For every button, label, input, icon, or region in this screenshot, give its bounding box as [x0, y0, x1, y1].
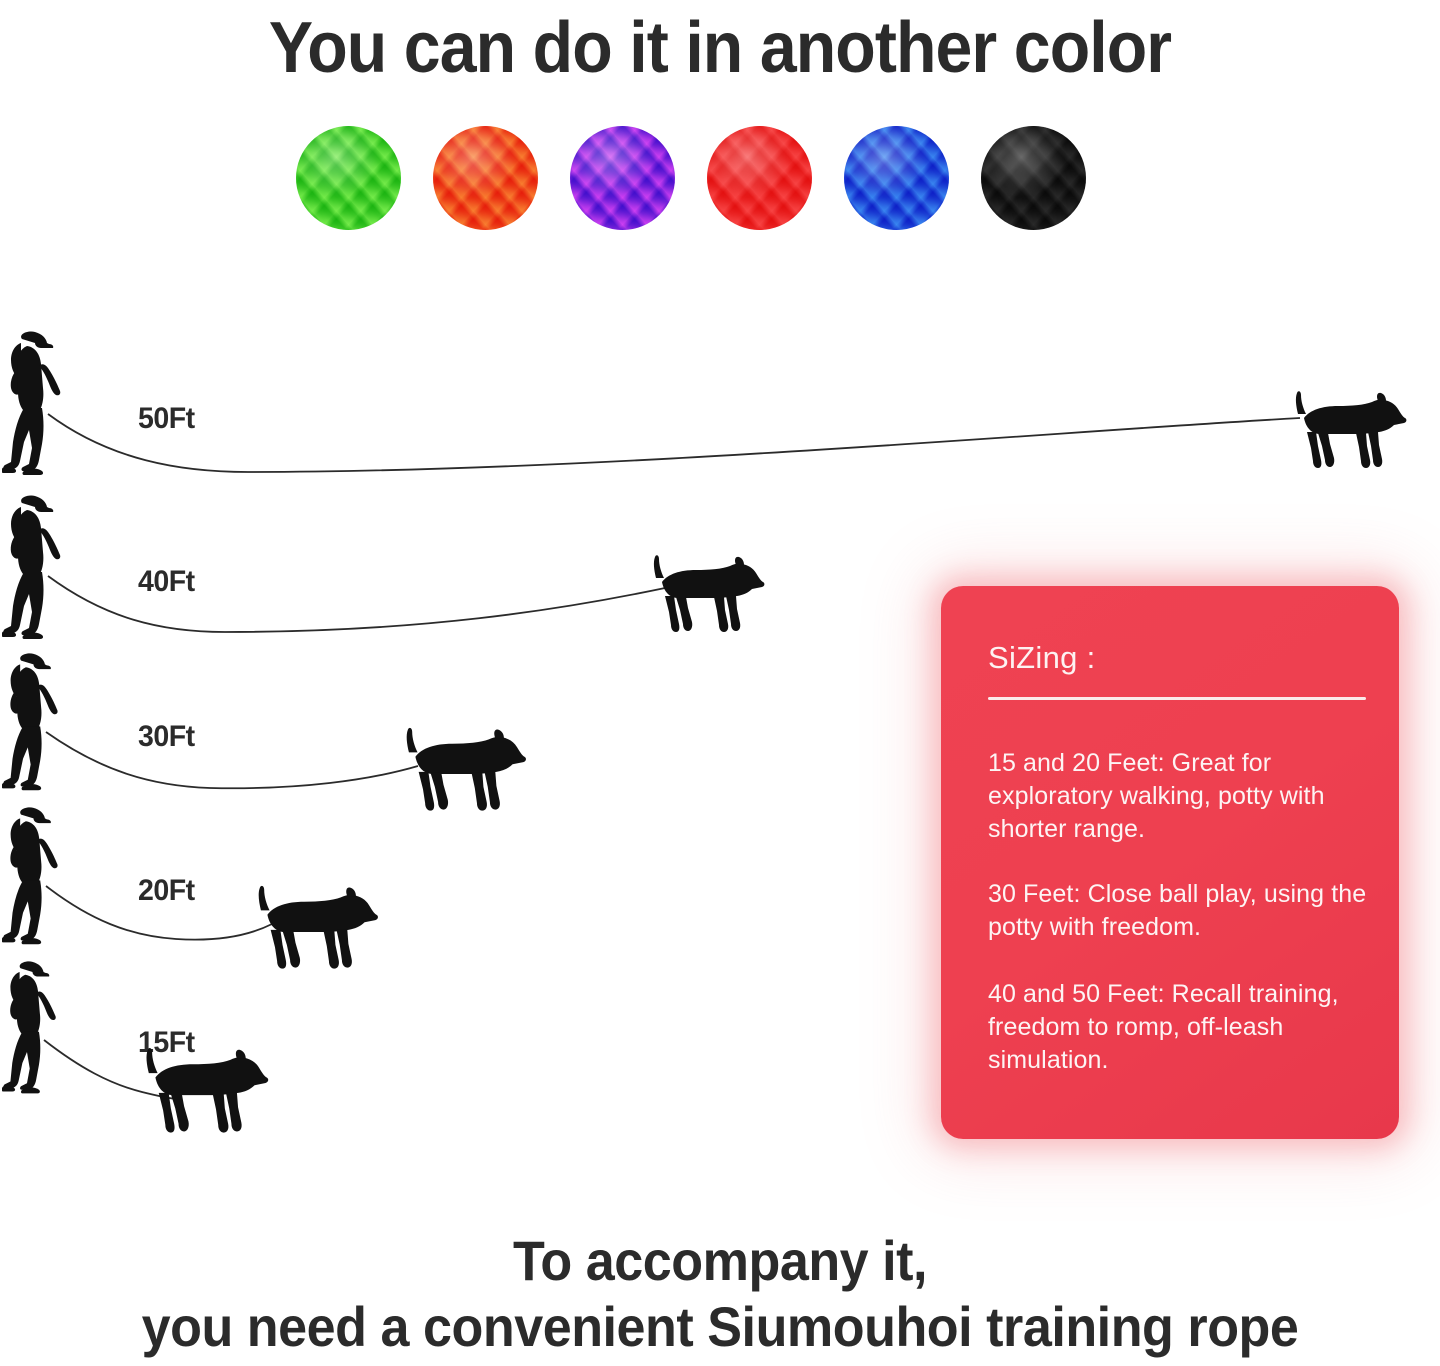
- swatch-sheen: [981, 126, 1086, 230]
- braid-texture: [296, 126, 401, 230]
- swatch-sheen: [296, 126, 401, 230]
- sizing-card-divider: [988, 697, 1366, 700]
- dog-icon: [146, 1048, 269, 1133]
- walker-icon: [2, 961, 56, 1094]
- leash-row-15ft: 15Ft: [0, 956, 1440, 1133]
- dog-icon: [258, 885, 378, 969]
- dog-silhouette-30ft: [400, 720, 528, 815]
- leash-line-50ft: [47, 413, 1301, 473]
- footer-line-1: To accompany it,: [512, 1229, 928, 1292]
- leash-row-50ft: 50Ft: [0, 320, 1440, 490]
- swatch-sheen: [433, 126, 538, 230]
- walker-silhouette: [2, 330, 68, 480]
- sizing-paragraph-15-20: 15 and 20 Feet: Great for exploratory wa…: [988, 749, 1325, 843]
- page-title: You can do it in another color: [268, 8, 1172, 88]
- sizing-paragraph-40-50: 40 and 50 Feet: Recall training, freedom…: [988, 980, 1339, 1074]
- walker-silhouette: [2, 806, 65, 949]
- leash-length-comparison: 50Ft: [0, 320, 1440, 1160]
- walker-icon: [2, 807, 58, 945]
- leash-row-20ft: 20Ft: [0, 802, 1440, 969]
- dog-icon: [406, 727, 526, 811]
- footer-line-2: you need a convenient Siumouhoi training…: [141, 1295, 1299, 1358]
- braid-texture: [844, 126, 949, 230]
- color-swatch-orange[interactable]: [433, 126, 538, 230]
- braid-texture: [707, 126, 812, 230]
- walker-silhouette: [2, 960, 63, 1098]
- leash-label-50ft: 50Ft: [138, 402, 195, 435]
- swatch-sheen: [844, 126, 949, 230]
- braid-texture: [981, 126, 1086, 230]
- leash-row-30ft: 30Ft: [0, 648, 1440, 811]
- color-swatch-purple[interactable]: [570, 126, 675, 230]
- leash-label-40ft: 40Ft: [138, 565, 195, 598]
- dog-silhouette-40ft: [648, 548, 766, 636]
- leash-label-30ft: 30Ft: [138, 720, 195, 753]
- dog-silhouette-20ft: [252, 878, 380, 973]
- dog-silhouette-50ft: [1290, 384, 1408, 472]
- sizing-info-card: SiZing : 15 and 20 Feet: Great for explo…: [941, 586, 1399, 1139]
- walker-icon: [2, 331, 61, 475]
- walker-silhouette: [2, 494, 68, 644]
- walker-icon: [2, 653, 58, 791]
- sizing-paragraph-30: 30 Feet: Close ball play, using the pott…: [988, 880, 1367, 941]
- dog-silhouette-15ft: [140, 1040, 270, 1137]
- color-swatch-blue[interactable]: [844, 126, 949, 230]
- color-swatch-black[interactable]: [981, 126, 1086, 230]
- dog-icon: [1295, 391, 1407, 468]
- walker-silhouette: [2, 652, 65, 795]
- color-swatch-red[interactable]: [707, 126, 812, 230]
- leash-row-40ft: 40Ft: [0, 488, 1440, 648]
- color-swatch-green[interactable]: [296, 126, 401, 230]
- swatch-sheen: [570, 126, 675, 230]
- swatch-sheen: [707, 126, 812, 230]
- walker-icon: [2, 495, 61, 639]
- braid-texture: [570, 126, 675, 230]
- color-swatch-row: [296, 126, 1146, 230]
- braid-texture: [433, 126, 538, 230]
- dog-icon: [653, 555, 765, 632]
- leash-label-20ft: 20Ft: [138, 874, 195, 907]
- footer-tagline: To accompany it, you need a convenient S…: [0, 1228, 1440, 1360]
- sizing-card-title: SiZing :: [988, 640, 1096, 675]
